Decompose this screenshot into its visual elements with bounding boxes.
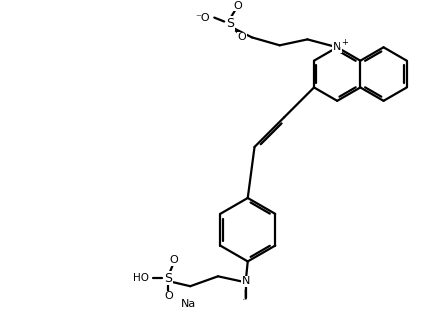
Text: O: O [238, 32, 246, 42]
Text: methyl: methyl [243, 299, 248, 300]
Text: O: O [169, 255, 178, 266]
Text: O: O [234, 1, 242, 11]
Text: ⁻O: ⁻O [195, 12, 210, 23]
Text: N: N [333, 42, 341, 52]
Text: +: + [341, 38, 347, 47]
Text: HO: HO [133, 273, 149, 283]
Text: Na: Na [181, 299, 196, 309]
Text: O: O [164, 291, 173, 301]
Text: S: S [164, 272, 172, 285]
Text: S: S [226, 17, 234, 30]
Text: methyl: methyl [246, 303, 251, 304]
Text: N: N [242, 276, 250, 286]
